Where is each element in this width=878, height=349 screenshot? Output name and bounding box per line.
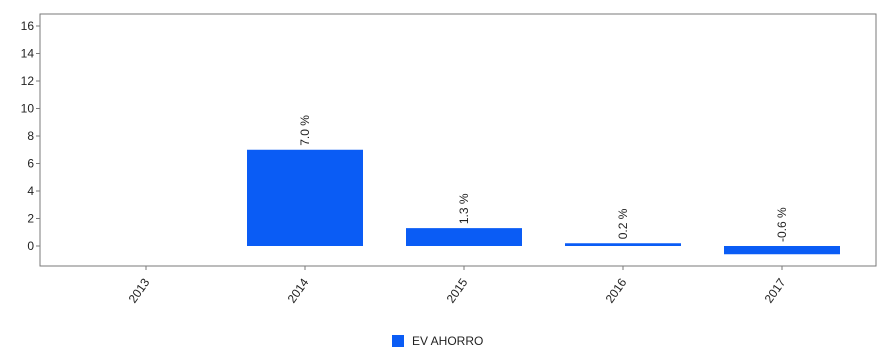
x-axis: 2013 2014 2015 2016 2017 — [126, 266, 789, 306]
x-tick-label: 2015 — [444, 275, 471, 305]
legend-swatch — [392, 335, 404, 347]
data-label-2014: 7.0 % — [298, 115, 312, 146]
y-tick-label: 16 — [21, 19, 35, 33]
x-tick-label: 2017 — [762, 275, 789, 305]
y-tick-label: 6 — [27, 157, 34, 171]
legend: EV AHORRO — [392, 334, 483, 348]
x-tick-label: 2013 — [126, 275, 153, 305]
y-tick-label: 12 — [21, 74, 35, 88]
bar-series — [247, 149, 840, 255]
y-tick-label: 2 — [27, 212, 34, 226]
bar-2017 — [724, 246, 840, 255]
legend-label: EV AHORRO — [412, 334, 484, 348]
y-tick-label: 14 — [21, 47, 35, 61]
y-tick-label: 10 — [21, 102, 35, 116]
y-tick-label: 4 — [27, 184, 34, 198]
data-labels: 7.0 % 1.3 % 0.2 % -0.6 % — [298, 115, 789, 242]
y-tick-label: 8 — [27, 129, 34, 143]
y-tick-label: 0 — [27, 239, 34, 253]
data-label-2015: 1.3 % — [457, 193, 471, 224]
bar-2016 — [565, 243, 681, 246]
x-tick-label: 2014 — [285, 275, 312, 305]
x-tick-label: 2016 — [603, 275, 630, 305]
bar-2015 — [406, 228, 522, 246]
y-axis: 0 2 4 6 8 10 12 14 16 — [21, 19, 40, 253]
plot-frame — [39, 13, 877, 267]
bar-2014 — [247, 149, 363, 246]
data-label-2017: -0.6 % — [775, 207, 789, 242]
data-label-2016: 0.2 % — [616, 208, 630, 239]
